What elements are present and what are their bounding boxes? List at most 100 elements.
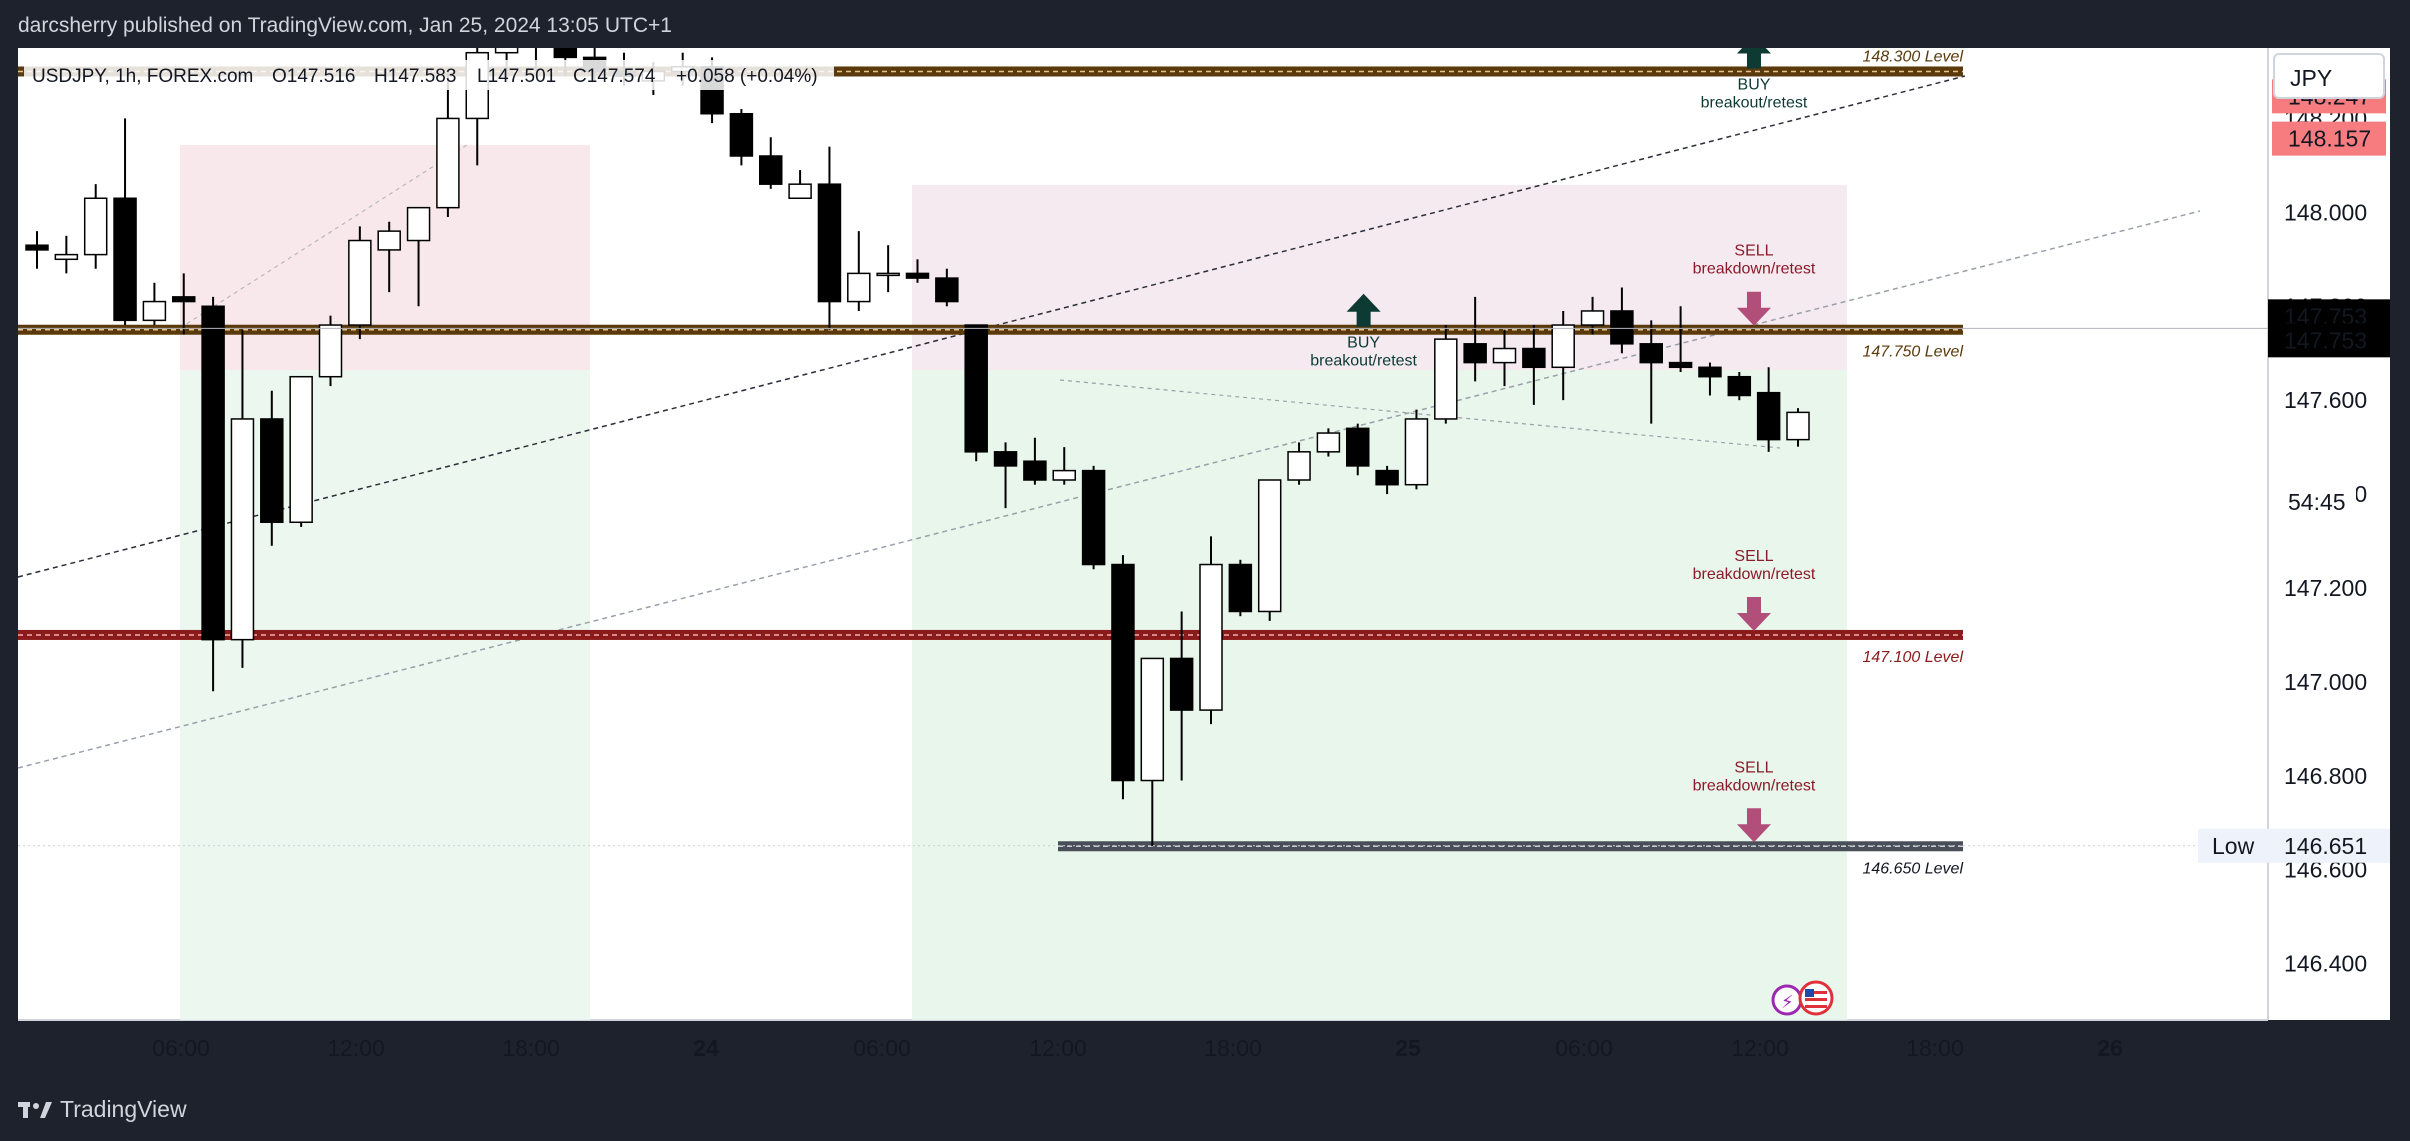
horizontal-levels[interactable]: 148.300 Level 147.750 Level 147.100 Level 1…	[18, 48, 1963, 877]
tradingview-logo-icon	[18, 1101, 52, 1118]
time-axis[interactable]: 06:00 12:00 18:00 24 06:00 12:00 18:00 25 06:00 1…	[152, 1035, 2123, 1061]
candle-body	[1228, 563, 1253, 613]
footer-bar: TradingView	[0, 1078, 2410, 1141]
signal-label: breakdown/retest	[1693, 777, 1816, 794]
candle-body	[1052, 469, 1076, 481]
candle-body	[1522, 347, 1546, 369]
price-tick[interactable]: 146.800	[2284, 763, 2367, 789]
candle-body	[1023, 460, 1047, 481]
time-tick[interactable]: 18:00	[1906, 1035, 1964, 1061]
candle-body	[494, 48, 519, 54]
symbol-info: USDJPY, 1h, FOREX.com O147.516 H147.583 …	[24, 60, 834, 90]
signal-label: breakout/retest	[1701, 94, 1808, 111]
high-value: H147.583	[374, 66, 456, 87]
candle-body	[1257, 479, 1282, 613]
time-tick[interactable]: 25	[1395, 1035, 1421, 1061]
candle-body	[1580, 310, 1605, 326]
trend-line-lower[interactable]	[17, 210, 2201, 769]
price-tick[interactable]: 147.600	[2284, 387, 2367, 413]
info-backdrop	[24, 60, 834, 90]
buy-arrow-icon	[1346, 293, 1381, 327]
price-label-box	[2268, 828, 2390, 863]
candle-body	[1463, 343, 1487, 364]
currency-button-box[interactable]	[2273, 53, 2385, 99]
low-value: L147.501	[477, 66, 556, 87]
candle-body	[54, 253, 79, 261]
trend-line-faint[interactable]	[1059, 379, 1781, 449]
candle-body	[260, 418, 284, 524]
price-tick[interactable]: 147.200	[2284, 575, 2367, 601]
sell-arrow-icon	[1736, 596, 1771, 631]
candle-body	[113, 197, 137, 322]
candle-body	[406, 206, 431, 242]
candle-body	[759, 155, 783, 185]
red-zone	[912, 185, 1847, 370]
signal-label: breakout/retest	[1310, 353, 1417, 370]
candle-body	[1551, 324, 1575, 369]
candle-body	[1346, 427, 1370, 467]
time-tick[interactable]: 24	[693, 1035, 719, 1061]
signal-label: breakdown/retest	[1693, 261, 1816, 278]
time-tick[interactable]: 06:00	[853, 1035, 911, 1061]
price-label-box	[2272, 121, 2386, 156]
tradingview-brand[interactable]: TradingView	[18, 1096, 187, 1123]
time-tick[interactable]: 18:00	[502, 1035, 560, 1061]
candle-body	[230, 418, 255, 641]
trend-line-diagonal[interactable]	[179, 142, 471, 329]
candle-body	[318, 324, 343, 378]
candle-body	[25, 244, 49, 251]
trend-lines[interactable]	[17, 75, 2201, 769]
green-zone	[912, 370, 1847, 1020]
candle-body	[142, 300, 167, 322]
price-tick[interactable]: 148.000	[2284, 199, 2367, 225]
candle-body	[876, 272, 900, 277]
chart-area[interactable]: 148.300 Level 147.750 Level 147.100 Level 1…	[0, 48, 2410, 1078]
candle-body	[817, 183, 842, 303]
time-tick[interactable]: 12:00	[327, 1035, 385, 1061]
candle-body	[1786, 411, 1810, 441]
signal-label: SELL	[1734, 548, 1773, 565]
candle-body	[83, 197, 108, 256]
candle-body	[348, 239, 372, 326]
brand-name: TradingView	[60, 1096, 187, 1122]
close-value: C147.574	[573, 66, 656, 87]
symbol-text: USDJPY, 1h, FOREX.com	[32, 66, 253, 87]
candle-body	[847, 272, 871, 303]
price-label-box	[2268, 323, 2390, 358]
candle-body	[788, 183, 812, 200]
candle-body	[935, 277, 959, 303]
low-tag: Low	[2212, 833, 2255, 859]
candlestick-chart[interactable]: 148.300 Level 147.750 Level 147.100 Level 1…	[0, 48, 2410, 1078]
trend-line-upper[interactable]	[17, 75, 1966, 578]
candle-body	[1727, 375, 1752, 397]
candle-body	[377, 230, 401, 251]
currency-button[interactable]: JPY	[2273, 53, 2385, 99]
price-label: 54:45	[2288, 489, 2346, 515]
candle-body	[553, 48, 578, 59]
candle-body	[905, 272, 930, 279]
candle-body	[964, 324, 988, 453]
signal-label: SELL	[1734, 243, 1773, 260]
indicator-icons[interactable]: ⚡	[1771, 980, 1834, 1016]
candle-body	[1140, 657, 1165, 782]
candle-body	[1639, 343, 1663, 364]
time-tick[interactable]: 06:00	[152, 1035, 210, 1061]
candle-body	[201, 305, 225, 641]
price-tick[interactable]: 146.400	[2284, 951, 2367, 977]
signal-label: BUY	[1738, 76, 1771, 93]
time-tick[interactable]: 12:00	[1731, 1035, 1789, 1061]
level-label: 147.750 Level	[1862, 344, 1963, 361]
candle-body	[1404, 418, 1429, 486]
time-tick[interactable]: 26	[2097, 1035, 2123, 1061]
time-tick[interactable]: 18:00	[1204, 1035, 1262, 1061]
time-tick[interactable]: 06:00	[1555, 1035, 1613, 1061]
candle-body	[1287, 451, 1311, 481]
low-tag-box	[2198, 828, 2268, 863]
candle-body	[289, 375, 313, 524]
highlight-zones	[180, 145, 1847, 1020]
change-value: +0.058 (+0.04%)	[676, 66, 818, 87]
time-tick[interactable]: 12:00	[1029, 1035, 1087, 1061]
candle-body	[1199, 563, 1223, 711]
price-tick[interactable]: 147.000	[2284, 669, 2367, 695]
candle-body	[1169, 657, 1194, 711]
